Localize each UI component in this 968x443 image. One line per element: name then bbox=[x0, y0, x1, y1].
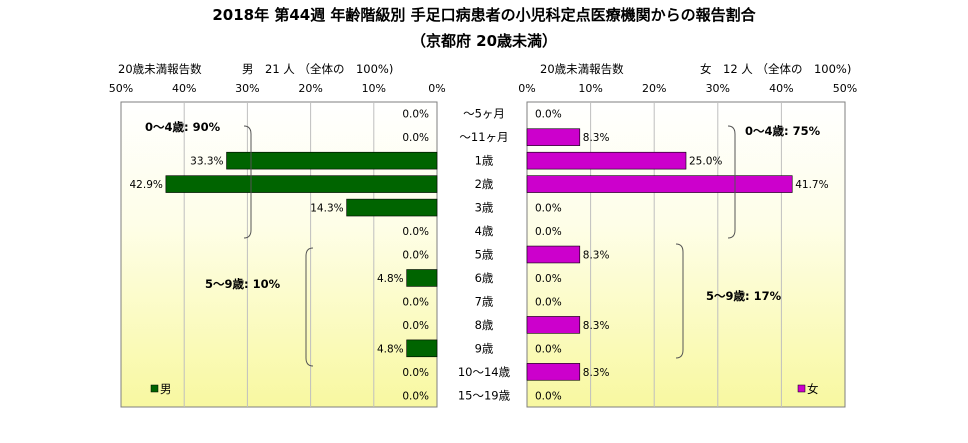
female-bar bbox=[526, 175, 793, 193]
right-group-0-4: 0～4歳: 75% bbox=[745, 124, 821, 138]
category-label: ～11ヶ月 bbox=[459, 130, 508, 144]
category-label: 8歳 bbox=[475, 318, 494, 332]
right-tick-label: 0% bbox=[518, 82, 535, 95]
female-data-labels: 0.0% 8.3% 25.0% 41.7% 0.0% 0.0% 8.3% 0.0% 0.0% 8.… bbox=[535, 109, 829, 403]
left-group-0-4: 0～4歳: 90% bbox=[145, 120, 221, 134]
right-tick-label: 50% bbox=[833, 82, 857, 95]
male-bars bbox=[165, 151, 438, 358]
left-group-5-9: 5～9歳: 10% bbox=[205, 277, 281, 291]
male-data-labels: 0.0% 0.0% 33.3% 42.9% 14.3% 0.0% 0.0% 4.8% 0.0% 0… bbox=[130, 109, 429, 403]
female-data-label: 0.0% bbox=[535, 390, 562, 402]
category-label: ～5ヶ月 bbox=[463, 107, 505, 121]
female-data-label: 0.0% bbox=[535, 109, 562, 121]
category-label: 4歳 bbox=[475, 224, 494, 238]
male-bar bbox=[406, 269, 438, 287]
male-bar bbox=[165, 175, 438, 193]
right-tick-label: 10% bbox=[578, 82, 602, 95]
female-bar bbox=[526, 128, 581, 146]
left-tick-label: 30% bbox=[235, 82, 259, 95]
female-data-label: 0.0% bbox=[535, 296, 562, 308]
female-bar bbox=[526, 245, 581, 264]
female-data-label: 0.0% bbox=[535, 273, 562, 285]
category-label: 3歳 bbox=[475, 201, 494, 215]
male-data-label: 0.0% bbox=[402, 320, 429, 332]
category-label: 15～19歳 bbox=[458, 388, 511, 402]
female-data-label: 8.3% bbox=[583, 132, 610, 144]
female-data-label: 0.0% bbox=[535, 343, 562, 355]
right-header-right: 女 12 人 （全体の 100%) bbox=[700, 62, 851, 76]
male-data-label: 0.0% bbox=[402, 226, 429, 238]
left-legend-label: 男 bbox=[160, 382, 172, 396]
left-header-right: 男 21 人 （全体の 100%) bbox=[242, 62, 393, 76]
category-label: 1歳 bbox=[475, 154, 494, 168]
female-data-label: 8.3% bbox=[583, 367, 610, 379]
right-tick-label: 30% bbox=[706, 82, 730, 95]
male-data-label: 0.0% bbox=[402, 132, 429, 144]
left-tick-label: 10% bbox=[362, 82, 386, 95]
female-data-label: 8.3% bbox=[583, 320, 610, 332]
category-label: 5歳 bbox=[475, 248, 494, 262]
male-bar bbox=[226, 151, 438, 170]
right-bracket-0-4 bbox=[727, 125, 736, 239]
right-tick-label: 40% bbox=[769, 82, 793, 95]
left-legend-swatch bbox=[150, 384, 159, 393]
male-data-label: 0.0% bbox=[402, 296, 429, 308]
female-bars bbox=[526, 128, 793, 381]
male-bar bbox=[406, 339, 438, 358]
right-axis-ticks: 0% 10% 20% 30% 40% 50% bbox=[518, 82, 857, 95]
female-bar bbox=[526, 151, 687, 170]
male-data-label: 0.0% bbox=[402, 250, 429, 262]
chart-title: 2018年 第44週 年齢階級別 手足口病患者の小児科定点医療機関からの報告割合 bbox=[212, 6, 756, 24]
female-data-label: 0.0% bbox=[535, 203, 562, 215]
male-data-label: 0.0% bbox=[402, 367, 429, 379]
male-data-label: 4.8% bbox=[377, 273, 404, 285]
chart-subtitle: （京都府 20歳未満） bbox=[411, 32, 557, 50]
male-data-label: 14.3% bbox=[310, 203, 343, 215]
category-label: 9歳 bbox=[475, 341, 494, 355]
left-axis-ticks: 50% 40% 30% 20% 10% 0% bbox=[109, 82, 446, 95]
male-data-label: 42.9% bbox=[130, 179, 163, 191]
left-tick-label: 20% bbox=[298, 82, 322, 95]
right-header-left: 20歳未満報告数 bbox=[540, 62, 624, 76]
right-group-5-9: 5～9歳: 17% bbox=[706, 289, 782, 303]
male-data-label: 33.3% bbox=[190, 156, 223, 168]
male-data-label: 4.8% bbox=[377, 343, 404, 355]
right-tick-label: 20% bbox=[642, 82, 666, 95]
left-tick-label: 40% bbox=[172, 82, 196, 95]
female-data-label: 25.0% bbox=[689, 156, 722, 168]
male-bar bbox=[346, 198, 438, 217]
category-label: 6歳 bbox=[475, 271, 494, 285]
female-bar bbox=[526, 316, 581, 334]
female-bar bbox=[526, 363, 581, 381]
left-bracket-0-4 bbox=[243, 125, 252, 239]
male-data-label: 0.0% bbox=[402, 390, 429, 402]
right-legend-label: 女 bbox=[807, 382, 819, 396]
female-data-label: 41.7% bbox=[795, 179, 828, 191]
category-label: 7歳 bbox=[475, 294, 494, 308]
left-header-left: 20歳未満報告数 bbox=[118, 62, 202, 76]
female-data-label: 0.0% bbox=[535, 226, 562, 238]
left-tick-label: 50% bbox=[109, 82, 133, 95]
category-label: 2歳 bbox=[475, 177, 494, 191]
category-labels: ～5ヶ月 ～11ヶ月 1歳 2歳 3歳 4歳 5歳 6歳 7歳 8歳 9歳 10～14歳 15～19歳 bbox=[458, 107, 511, 403]
right-bracket-5-9 bbox=[675, 243, 684, 359]
left-plot-area bbox=[120, 101, 438, 408]
male-data-label: 0.0% bbox=[402, 109, 429, 121]
category-label: 10～14歳 bbox=[458, 365, 511, 379]
female-data-label: 8.3% bbox=[583, 250, 610, 262]
left-bracket-5-9 bbox=[305, 247, 314, 367]
left-tick-label: 0% bbox=[428, 82, 445, 95]
right-legend-swatch bbox=[797, 384, 806, 393]
group-brackets bbox=[243, 125, 736, 367]
